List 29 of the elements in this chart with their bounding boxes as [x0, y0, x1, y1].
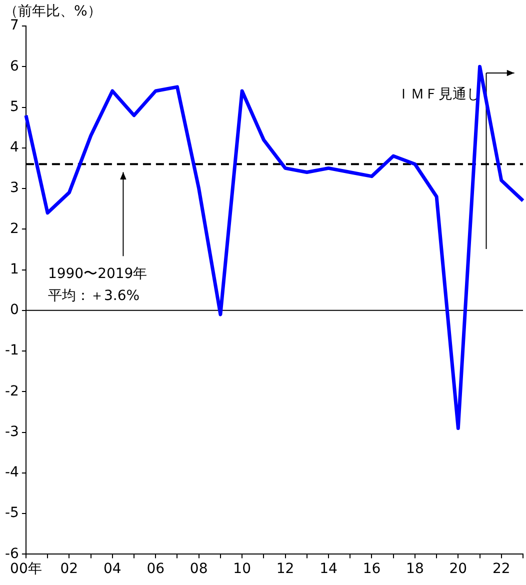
y-tick-label: 5	[10, 98, 19, 115]
y-axis-title: （前年比、%）	[4, 4, 102, 20]
ref-line-label: 1990〜2019年	[48, 266, 148, 282]
x-tick-label: 16	[362, 561, 381, 578]
y-tick-label: 0	[10, 302, 19, 318]
x-tick-label: 06	[146, 561, 165, 578]
x-tick-label: 00年	[10, 561, 42, 578]
y-tick-label: -6	[4, 546, 20, 562]
x-tick-label: 22	[492, 561, 510, 578]
x-tick-label: 14	[320, 561, 338, 578]
x-tick-label: 18	[406, 561, 424, 578]
y-tick-label: -5	[4, 505, 19, 522]
y-tick-label: -1	[4, 342, 19, 359]
y-tick-label: -3	[4, 424, 19, 440]
x-tick-label: 02	[60, 561, 78, 578]
x-tick-label: 12	[276, 561, 294, 578]
x-tick-label: 04	[103, 561, 122, 578]
y-tick-label: 2	[10, 220, 19, 237]
y-tick-label: 4	[10, 140, 20, 156]
x-tick-label: 08	[190, 561, 208, 578]
x-tick-label: 20	[449, 561, 468, 578]
x-tick-label: 10	[233, 561, 251, 578]
y-tick-label: 6	[10, 58, 20, 74]
y-tick-label: -4	[4, 464, 20, 481]
y-tick-label: -2	[4, 383, 19, 400]
y-tick-label: 1	[10, 261, 19, 278]
y-tick-label: 7	[10, 18, 19, 34]
y-tick-label: 3	[10, 180, 19, 196]
annotation: 平均：＋3.6%	[48, 288, 140, 304]
